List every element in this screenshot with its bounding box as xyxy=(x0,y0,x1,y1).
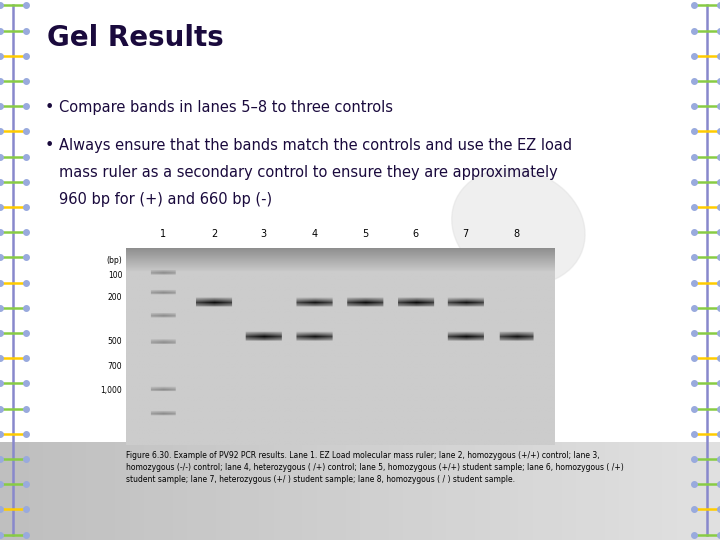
Text: 1: 1 xyxy=(160,228,166,239)
Text: 700: 700 xyxy=(108,362,122,371)
Text: Compare bands in lanes 5–8 to three controls: Compare bands in lanes 5–8 to three cont… xyxy=(59,100,393,115)
Text: •: • xyxy=(45,138,54,153)
Text: (bp): (bp) xyxy=(107,256,122,265)
Text: Gel Results: Gel Results xyxy=(47,24,223,52)
Text: 6: 6 xyxy=(413,228,419,239)
Text: 7: 7 xyxy=(462,228,469,239)
Text: 5: 5 xyxy=(362,228,368,239)
Text: 200: 200 xyxy=(108,293,122,302)
Text: 3: 3 xyxy=(261,228,266,239)
Text: 960 bp for (+) and 660 bp (-): 960 bp for (+) and 660 bp (-) xyxy=(59,192,272,207)
Text: mass ruler as a secondary control to ensure they are approximately: mass ruler as a secondary control to ens… xyxy=(59,165,558,180)
Ellipse shape xyxy=(451,168,585,285)
Text: Figure 6.30. Example of PV92 PCR results. Lane 1. EZ Load molecular mass ruler; : Figure 6.30. Example of PV92 PCR results… xyxy=(126,451,624,483)
Text: Always ensure that the bands match the controls and use the EZ load: Always ensure that the bands match the c… xyxy=(59,138,572,153)
Text: 8: 8 xyxy=(513,228,519,239)
Text: 2: 2 xyxy=(211,228,217,239)
Text: 4: 4 xyxy=(311,228,318,239)
Text: 1,000: 1,000 xyxy=(101,386,122,395)
Text: •: • xyxy=(45,100,54,115)
Text: 100: 100 xyxy=(108,272,122,280)
Text: 500: 500 xyxy=(108,336,122,346)
